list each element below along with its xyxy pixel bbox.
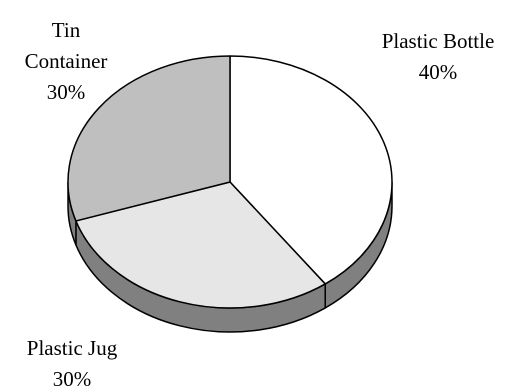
- slice-name-tin-container: Container: [25, 49, 108, 73]
- slice-name-plastic-jug: Plastic Jug: [27, 336, 118, 360]
- pie-labels: Plastic Bottle 40% Plastic Jug 30% Tin Contai…: [25, 18, 495, 389]
- slice-label-plastic-jug: Plastic Jug 30%: [27, 336, 118, 389]
- slice-value-plastic-bottle: 40%: [419, 60, 458, 84]
- slice-value-plastic-jug: 30%: [53, 367, 92, 389]
- slice-name-plastic-bottle: Plastic Bottle: [382, 29, 495, 53]
- slice-value-tin-container: 30%: [47, 80, 86, 104]
- slice-label-tin-container: Tin Container 30%: [25, 18, 108, 104]
- pie-tops: [67, 55, 393, 309]
- pie-slice-tin-container: [67, 55, 231, 222]
- pie-slice-plastic-bottle: [229, 55, 393, 285]
- slice-label-plastic-bottle: Plastic Bottle 40%: [382, 29, 495, 84]
- slice-name-tin-container: Tin: [52, 18, 81, 42]
- pie-slice-plastic-jug: [75, 181, 326, 309]
